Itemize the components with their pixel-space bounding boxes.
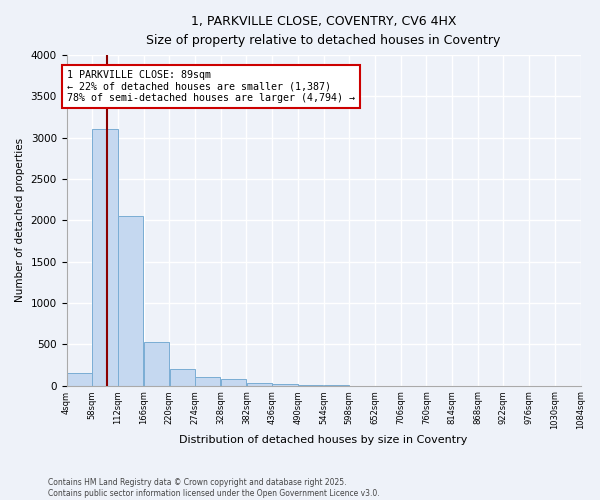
Bar bbox=[67, 373, 92, 386]
Bar bbox=[221, 380, 246, 386]
Bar bbox=[272, 384, 298, 386]
Text: 1 PARKVILLE CLOSE: 89sqm
← 22% of detached houses are smaller (1,387)
78% of sem: 1 PARKVILLE CLOSE: 89sqm ← 22% of detach… bbox=[67, 70, 355, 103]
Title: 1, PARKVILLE CLOSE, COVENTRY, CV6 4HX
Size of property relative to detached hous: 1, PARKVILLE CLOSE, COVENTRY, CV6 4HX Si… bbox=[146, 15, 501, 47]
X-axis label: Distribution of detached houses by size in Coventry: Distribution of detached houses by size … bbox=[179, 435, 468, 445]
Bar bbox=[170, 369, 195, 386]
Bar bbox=[92, 130, 118, 386]
Bar bbox=[247, 383, 272, 386]
Bar bbox=[144, 342, 169, 386]
Bar bbox=[118, 216, 143, 386]
Bar bbox=[195, 378, 220, 386]
Y-axis label: Number of detached properties: Number of detached properties bbox=[15, 138, 25, 302]
Text: Contains HM Land Registry data © Crown copyright and database right 2025.
Contai: Contains HM Land Registry data © Crown c… bbox=[48, 478, 380, 498]
